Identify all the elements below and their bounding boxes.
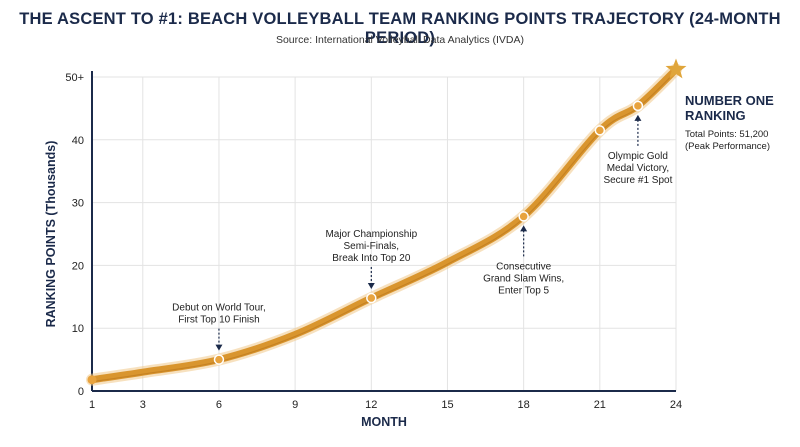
- x-tick-label: 18: [518, 399, 530, 411]
- x-tick-label: 3: [140, 399, 146, 411]
- data-point-marker: [518, 211, 529, 222]
- x-tick-label: 6: [216, 399, 222, 411]
- chart-title: THE ASCENT TO #1: BEACH VOLLEYBALL TEAM …: [19, 10, 781, 47]
- x-tick-label: 12: [365, 399, 377, 411]
- annotation-text: Consecutive: [496, 261, 551, 272]
- x-tick-label: 15: [441, 399, 453, 411]
- annotation-text: Olympic Gold: [608, 151, 668, 162]
- annotation-text: Major Championship: [325, 229, 417, 240]
- star-icon: [665, 58, 687, 79]
- data-point-marker: [366, 292, 377, 304]
- chart-subtitle: Source: International Volleyball Data An…: [275, 34, 525, 46]
- annotation-text: Semi-Finals,: [344, 241, 400, 252]
- annotation-arrow-head: [367, 283, 375, 290]
- annotation-layer: Debut on World Tour,First Top 10 Finish M…: [172, 114, 673, 351]
- y-axis-title: RANKING POINTS (Thousands): [44, 141, 58, 328]
- x-axis-title: MONTH: [361, 415, 407, 429]
- series-line: [88, 65, 680, 384]
- final-point-title: NUMBER ONE: [685, 93, 774, 108]
- annotation-arrow-head: [634, 114, 642, 121]
- annotation-arrow-head: [520, 225, 528, 232]
- annotation-text: Medal Victory,: [607, 163, 669, 174]
- marker-layer: [87, 100, 644, 385]
- y-tick-label: 0: [78, 386, 84, 398]
- final-point-title: RANKING: [685, 108, 746, 123]
- annotation-text: Break Into Top 20: [332, 253, 411, 264]
- x-tick-label: 24: [670, 399, 682, 411]
- y-tick-label: 10: [72, 323, 84, 335]
- series-line-texture: [91, 71, 677, 383]
- x-tick-label: 1: [89, 399, 95, 411]
- x-tick-label: 9: [292, 399, 298, 411]
- annotation-text: Enter Top 5: [498, 285, 549, 296]
- final-point-detail: Total Points: 51,200: [685, 129, 768, 140]
- data-point-marker: [594, 125, 606, 136]
- annotation-text: Debut on World Tour,: [172, 303, 266, 314]
- data-point-marker: [87, 375, 97, 385]
- series-line-layer: [86, 63, 682, 386]
- data-point-marker: [632, 100, 644, 112]
- y-tick-label: 50+: [65, 72, 84, 84]
- y-tick-label: 40: [72, 135, 84, 147]
- axis-layer: 0 10 20 30 40 50+ 1 3 6 9 12 15 18 21 24 MONTH RANKING P…: [44, 71, 682, 429]
- annotation-arrow-head: [215, 344, 223, 351]
- data-point-marker: [213, 354, 225, 365]
- annotation-text: Grand Slam Wins,: [483, 273, 564, 284]
- final-point-detail: (Peak Performance): [685, 141, 770, 152]
- annotation-text: First Top 10 Finish: [178, 315, 260, 326]
- series-line-glow: [86, 63, 682, 386]
- x-tick-label: 21: [594, 399, 606, 411]
- y-tick-label: 20: [72, 260, 84, 272]
- y-tick-label: 30: [72, 198, 84, 210]
- annotation-text: Secure #1 Spot: [603, 175, 672, 186]
